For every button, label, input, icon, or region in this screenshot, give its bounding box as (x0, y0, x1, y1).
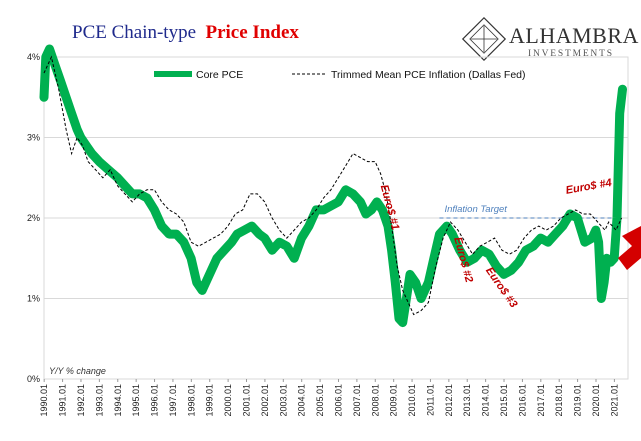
y-tick-label: 2% (27, 213, 40, 223)
x-tick-label: 2020.01 (591, 384, 601, 417)
chart-title-part-1: PCE Chain-type (72, 22, 196, 43)
series-layer (39, 44, 627, 328)
x-tick-label: 2007.01 (352, 384, 362, 417)
legend-label-trimmed-mean: Trimmed Mean PCE Inflation (Dallas Fed) (331, 69, 526, 81)
x-tick-label: 1996.01 (150, 384, 160, 417)
x-tick-label: 2021.01 (609, 384, 619, 417)
x-tick-label: 1990.01 (39, 384, 49, 417)
x-tick-label: 1991.01 (58, 384, 68, 417)
chart-title-part-2: Price Index (205, 22, 299, 43)
red-arrow-pointer (618, 226, 641, 270)
x-tick-label: 2014.01 (481, 384, 491, 417)
y-axis: 0% 1% 2% 3% 4% (27, 52, 40, 384)
annotation-label: Euro$ #4 (565, 177, 613, 197)
logo-subtitle: INVESTMENTS (528, 49, 614, 59)
x-tick-label: 2005.01 (315, 384, 325, 417)
logo-name: ALHAMBRA (509, 23, 639, 48)
series-line-core-pce (39, 44, 627, 328)
y-axis-label: Y/Y % change (49, 366, 106, 376)
x-tick-label: 2012.01 (444, 384, 454, 417)
x-tick-label: 2018.01 (554, 384, 564, 417)
x-tick-label: 2006.01 (333, 384, 343, 417)
x-tick-label: 2019.01 (573, 384, 583, 417)
x-tick-label: 1992.01 (76, 384, 86, 417)
series-line-trimmed-mean (43, 55, 623, 316)
x-tick-label: 2000.01 (223, 384, 233, 417)
x-tick-label: 2009.01 (389, 384, 399, 417)
x-tick-label: 2011.01 (425, 384, 435, 416)
reference-lines: Inflation Target (439, 204, 615, 219)
x-tick-label: 2002.01 (260, 384, 270, 417)
company-logo: ALHAMBRA INVESTMENTS (461, 16, 639, 62)
x-tick-label: 1995.01 (131, 384, 141, 417)
x-tick-label: 2010.01 (407, 384, 417, 417)
x-tick-label: 1998.01 (186, 384, 196, 417)
x-tick-label: 1999.01 (205, 384, 215, 417)
y-tick-label: 0% (27, 374, 40, 384)
x-tick-label: 1993.01 (94, 384, 104, 417)
y-tick-label: 4% (27, 52, 40, 62)
logo-emblem-icon (461, 16, 507, 62)
legend: Core PCE Trimmed Mean PCE Inflation (Dal… (154, 69, 526, 81)
inflation-target-label: Inflation Target (444, 204, 507, 215)
x-tick-label: 2015.01 (499, 384, 509, 417)
y-tick-label: 3% (27, 133, 40, 143)
y-tick-label: 1% (27, 294, 40, 304)
x-tick-label: 2001.01 (242, 384, 252, 417)
x-tick-label: 2008.01 (370, 384, 380, 417)
x-tick-label: 1994.01 (113, 384, 123, 417)
x-tick-label: 2016.01 (517, 384, 527, 417)
x-tick-label: 2017.01 (536, 384, 546, 417)
x-axis: 1990.01 1991.01 1992.01 1993.01 1994.01 1995.… (39, 379, 619, 417)
x-tick-label: 2013.01 (462, 384, 472, 417)
x-tick-label: 2004.01 (297, 384, 307, 417)
x-tick-label: 2003.01 (278, 384, 288, 417)
chart-title: PCE Chain-type Price Index (72, 22, 299, 43)
x-tick-label: 1997.01 (168, 384, 178, 417)
legend-label-core-pce: Core PCE (196, 69, 243, 81)
